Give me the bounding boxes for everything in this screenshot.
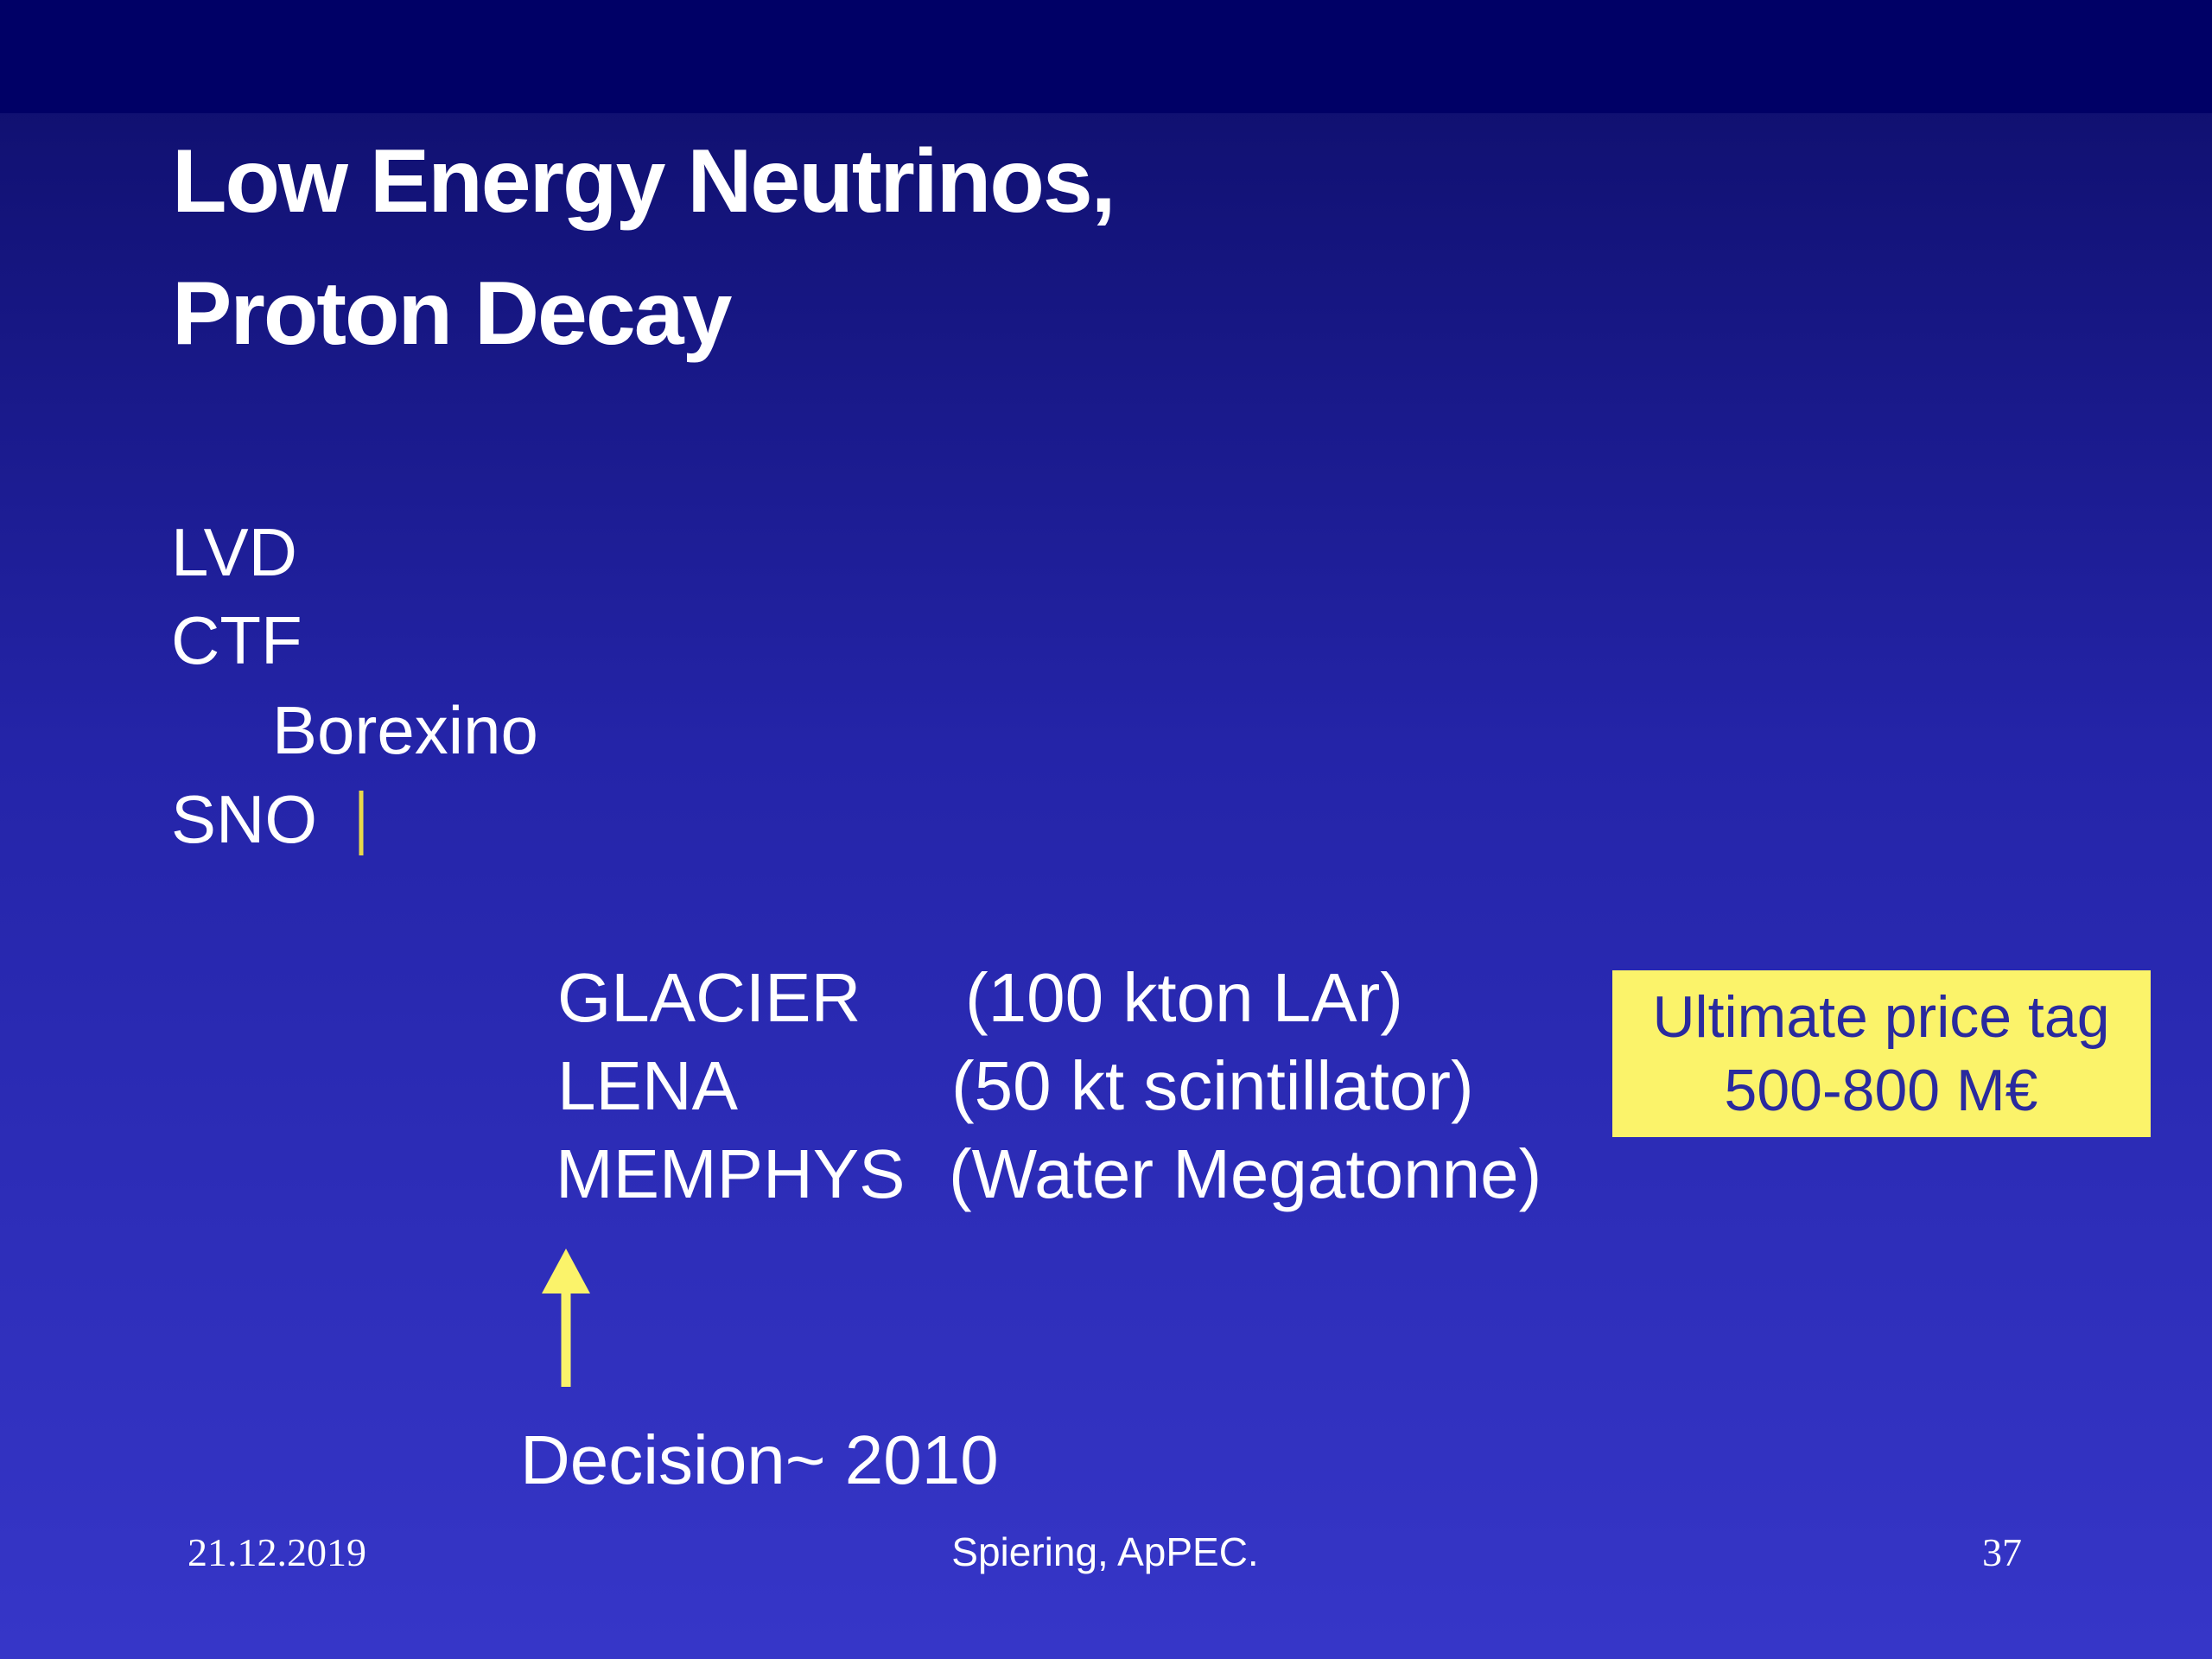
price-text: Ultimate price tag xyxy=(1652,984,2109,1050)
experiment: SNO xyxy=(171,781,317,857)
future-name: MEMPHYS xyxy=(556,1135,906,1212)
price-text: 500-800 M€ xyxy=(1725,1058,2038,1123)
footer-date: 21.12.2019 xyxy=(188,1530,366,1574)
future-desc: (100 kton LAr) xyxy=(965,959,1403,1036)
price-box xyxy=(1612,970,2151,1137)
footer-author: Spiering, ApPEC. xyxy=(951,1529,1258,1574)
future-desc: (50 kt scintillator) xyxy=(951,1047,1474,1124)
top-band xyxy=(0,0,2212,113)
future-name: LENA xyxy=(557,1047,739,1124)
arrow-head xyxy=(542,1249,590,1294)
future-desc: (Water Megatonne) xyxy=(949,1135,1541,1212)
future-name: GLACIER xyxy=(557,959,861,1036)
footer-page: 37 xyxy=(1982,1530,2022,1574)
experiment: Borexino xyxy=(272,692,538,768)
experiment: LVD xyxy=(171,514,297,590)
title-line: Proton Decay xyxy=(172,264,733,364)
title-line: Low Energy Neutrinos, xyxy=(172,131,1115,232)
decision: Decision~ 2010 xyxy=(520,1421,999,1498)
experiment: CTF xyxy=(171,602,302,678)
